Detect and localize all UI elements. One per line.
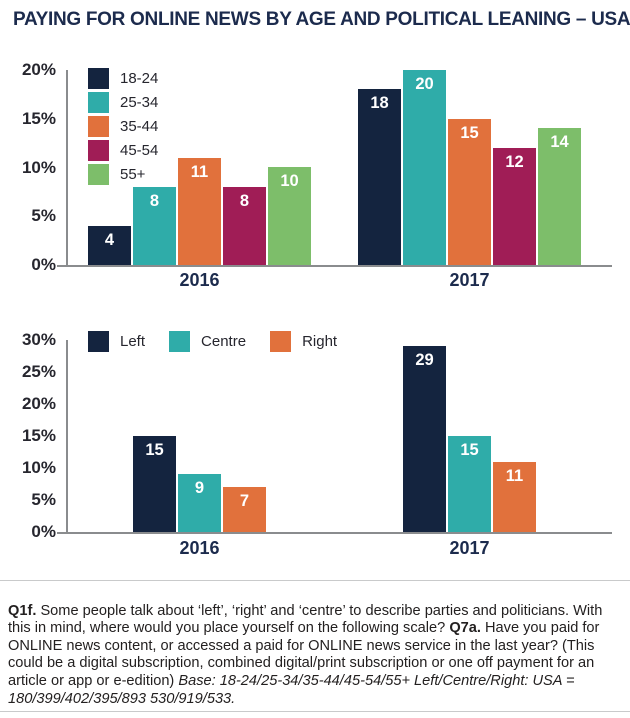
y-tick-label: 5% — [31, 206, 56, 226]
legend-item-Centre: Centre — [169, 331, 246, 352]
x-axis-line — [57, 532, 612, 534]
bar-value-label: 11 — [505, 467, 524, 485]
legend-label: 55+ — [120, 166, 146, 183]
y-tick-label: 0% — [31, 255, 56, 274]
y-tick-label: 30% — [21, 330, 56, 349]
legend-swatch-orange — [88, 116, 109, 137]
legend-label: Right — [302, 333, 338, 350]
footnote-part-0: Q1f. — [8, 602, 37, 619]
y-tick-label: 20% — [21, 60, 56, 79]
footnote-part-2: Q7a. — [449, 620, 481, 637]
legend-swatch-teal — [169, 331, 191, 352]
bar-55+-2016: 10 — [268, 167, 311, 265]
bar-value-label: 8 — [149, 192, 160, 210]
legend-item-55+: 55+ — [88, 164, 158, 185]
legend-label: 45-54 — [120, 142, 159, 159]
y-tick-label: 0% — [31, 522, 56, 541]
bar-value-label: 8 — [239, 192, 250, 210]
legend-swatch-orange — [270, 331, 292, 352]
legend-item-Left: Left — [88, 331, 145, 352]
y-axis-line — [66, 70, 68, 265]
legend: 18-24 25-34 35-44 45-54 55+ — [88, 68, 158, 188]
legend-label: Centre — [201, 333, 247, 350]
y-tick-label: 10% — [21, 458, 56, 477]
legend-label: Left — [120, 333, 146, 350]
footnote-part-4: Base: 18-24/25-34/35-44/45-54/55+ Left/C… — [8, 672, 575, 707]
bar-value-label: 15 — [460, 441, 479, 459]
legend-item-45-54: 45-54 — [88, 140, 158, 161]
legend-label: 18-24 — [120, 70, 159, 87]
y-tick-label: 25% — [21, 362, 56, 381]
legend-swatch-navy — [88, 331, 109, 352]
legend-swatch-teal — [88, 92, 109, 113]
bar-value-label: 4 — [104, 231, 115, 249]
legend-swatch-navy — [88, 68, 109, 89]
bar-Left-2017: 29 — [403, 346, 446, 532]
bar-value-label: 12 — [505, 153, 524, 171]
category-label-2017: 2017 — [449, 270, 490, 290]
y-tick-label: 15% — [21, 426, 56, 445]
political-leaning-chart: 30% 25% 20% 15% 10% 5% 0% 15 9 7 2016 29 15 11 2017 Lef… — [0, 326, 630, 568]
bar-value-label: 15 — [460, 124, 479, 142]
page-title: PAYING FOR ONLINE NEWS BY AGE AND POLITI… — [13, 9, 630, 30]
category-label-2016: 2016 — [179, 538, 220, 558]
bar-value-label: 20 — [415, 75, 434, 93]
bar-Left-2016: 15 — [133, 436, 176, 532]
y-axis-line — [66, 340, 68, 532]
bar-25-34-2017: 20 — [403, 70, 446, 265]
legend-item-Right: Right — [270, 331, 337, 352]
divider-bottom — [0, 711, 630, 712]
bar-Right-2017: 11 — [493, 462, 536, 532]
bar-Right-2016: 7 — [223, 487, 266, 532]
bar-value-label: 7 — [239, 492, 250, 510]
bar-18-24-2016: 4 — [88, 226, 131, 265]
y-tick-label: 5% — [31, 490, 56, 509]
legend-label: 25-34 — [120, 94, 159, 111]
category-label-2016: 2016 — [179, 270, 220, 290]
bar-value-label: 11 — [190, 163, 209, 181]
footnote-part-1: Some people talk about ‘left’, ‘right’ a… — [8, 602, 603, 637]
legend: Left Centre Right — [88, 331, 361, 352]
category-label-2017: 2017 — [449, 538, 490, 558]
bar-55+-2017: 14 — [538, 128, 581, 265]
y-tick-label: 15% — [21, 108, 56, 128]
bar-Centre-2016: 9 — [178, 474, 221, 532]
legend-swatch-magenta — [88, 140, 109, 161]
age-chart: 20% 15% 10% 5% 0% 4 8 11 8 10 2016 18 20 15 12 14 2017 18… — [0, 58, 630, 296]
divider-top — [0, 580, 630, 581]
bar-value-label: 9 — [194, 479, 205, 497]
y-tick-label: 10% — [21, 157, 56, 177]
y-tick-label: 20% — [21, 394, 56, 413]
bar-45-54-2017: 12 — [493, 148, 536, 265]
legend-item-25-34: 25-34 — [88, 92, 158, 113]
legend-item-18-24: 18-24 — [88, 68, 158, 89]
bar-value-label: 10 — [280, 172, 299, 190]
bar-35-44-2016: 11 — [178, 158, 221, 265]
bar-value-label: 15 — [145, 441, 164, 459]
footnote-part-3: Have you paid for ONLINE news content, o… — [8, 620, 600, 689]
bar-value-label: 18 — [370, 94, 389, 112]
footnote-text: Q1f. Some people talk about ‘left’, ‘rig… — [8, 603, 622, 709]
bar-Centre-2017: 15 — [448, 436, 491, 532]
legend-label: 35-44 — [120, 118, 159, 135]
bar-25-34-2016: 8 — [133, 187, 176, 265]
bar-45-54-2016: 8 — [223, 187, 266, 265]
legend-item-35-44: 35-44 — [88, 116, 158, 137]
bar-value-label: 29 — [415, 351, 434, 369]
x-axis-line — [57, 265, 612, 267]
legend-swatch-green — [88, 164, 109, 185]
bar-35-44-2017: 15 — [448, 119, 491, 265]
bar-value-label: 14 — [550, 133, 569, 151]
bar-18-24-2017: 18 — [358, 89, 401, 265]
